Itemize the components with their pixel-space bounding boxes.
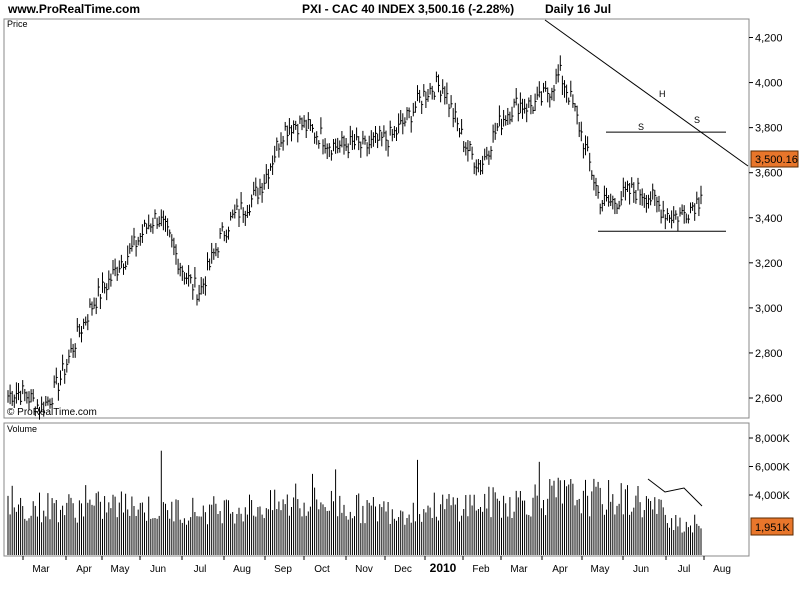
volume-trendline: [647, 478, 703, 507]
volume-axis-label: 8,000K: [755, 433, 791, 445]
volume-panel: [3, 422, 750, 557]
x-axis-label: Oct: [314, 564, 330, 575]
x-axis-label: Apr: [76, 564, 92, 575]
x-axis-label: May: [591, 564, 610, 575]
chart-period: Daily 16 Jul: [545, 2, 612, 16]
price-axis-label: 3,000: [755, 303, 783, 315]
price-panel-label: Price: [7, 19, 28, 29]
price-last-value: 3,500.16: [755, 154, 798, 166]
volume-axis-label: 4,000K: [755, 490, 791, 502]
x-axis-label: May: [111, 564, 130, 575]
volume-axis-label: 6,000K: [755, 462, 791, 474]
chart-title: PXI - CAC 40 INDEX 3,500.16 (-2.28%): [302, 2, 515, 16]
volume-last-value: 1,951K: [755, 522, 791, 534]
x-axis-label: Nov: [355, 564, 373, 575]
descending-trendline: [544, 19, 749, 167]
watermark: © ProRealTime.com: [7, 407, 97, 418]
price-axis-label: 3,600: [755, 168, 783, 180]
price-axis-label: 4,000: [755, 78, 783, 90]
price-axis-label: 3,400: [755, 213, 783, 225]
volume-panel-label: Volume: [7, 424, 37, 434]
pattern-right-shoulder-label: S: [694, 115, 700, 125]
volume-last-value-box: [750, 517, 794, 536]
price-axis-label: 3,800: [755, 123, 783, 135]
x-axis-label: Aug: [233, 564, 251, 575]
price-axis-label: 4,200: [755, 33, 783, 45]
pattern-left-shoulder-label: S: [638, 122, 644, 132]
site-title: www.ProRealTime.com: [8, 2, 141, 16]
x-axis-label: Sep: [274, 564, 292, 575]
x-axis-label: Jun: [150, 564, 166, 575]
x-axis-label: Jun: [633, 564, 649, 575]
price-axis-label: 2,800: [755, 348, 783, 360]
pattern-head-label: H: [659, 89, 666, 99]
x-axis-label: Mar: [510, 564, 528, 575]
price-panel: [3, 18, 750, 419]
price-axis-label: 3,200: [755, 258, 783, 270]
price-axis-label: 2,600: [755, 393, 783, 405]
x-axis-label: Mar: [32, 564, 50, 575]
x-axis-label: Jul: [194, 564, 207, 575]
x-axis-label: Apr: [552, 564, 568, 575]
x-axis-label: Dec: [394, 564, 412, 575]
x-axis-label: Jul: [678, 564, 691, 575]
x-axis-label: Aug: [713, 564, 731, 575]
x-axis-label: 2010: [430, 561, 457, 575]
price-last-value-box: [750, 150, 799, 168]
x-axis-label: Feb: [472, 564, 490, 575]
